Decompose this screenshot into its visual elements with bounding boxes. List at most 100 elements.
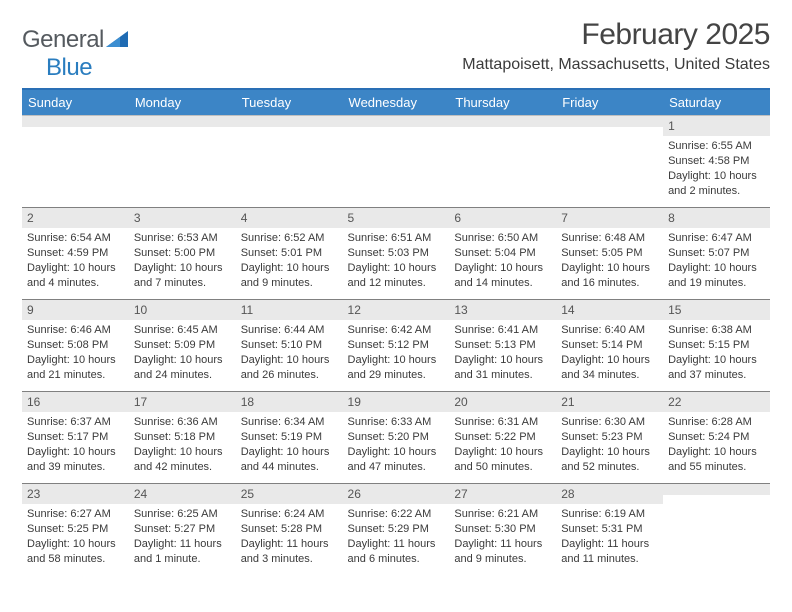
logo-triangle-icon [106,31,128,47]
location-text: Mattapoisett, Massachusetts, United Stat… [462,56,770,74]
day-number [22,115,129,127]
calendar-empty-cell [556,115,663,207]
day-detail-line: Sunset: 5:09 PM [134,338,231,353]
calendar-day-cell: 2Sunrise: 6:54 AMSunset: 4:59 PMDaylight… [22,207,129,299]
day-details: Sunrise: 6:36 AMSunset: 5:18 PMDaylight:… [129,412,236,476]
day-detail-line: Sunrise: 6:41 AM [454,323,551,338]
day-detail-line: Sunset: 5:24 PM [668,430,765,445]
day-detail-line: Daylight: 10 hours and 31 minutes. [454,353,551,383]
day-detail-line: Daylight: 11 hours and 9 minutes. [454,537,551,567]
day-header: Saturday [663,89,770,115]
day-details: Sunrise: 6:51 AMSunset: 5:03 PMDaylight:… [343,228,450,292]
day-number: 28 [556,483,663,504]
day-detail-line: Sunrise: 6:19 AM [561,507,658,522]
day-detail-line: Sunset: 5:08 PM [27,338,124,353]
day-detail-line: Sunset: 5:18 PM [134,430,231,445]
day-detail-line: Daylight: 10 hours and 12 minutes. [348,261,445,291]
calendar-empty-cell [22,115,129,207]
logo-word-general: General [22,26,104,53]
day-detail-line: Daylight: 10 hours and 16 minutes. [561,261,658,291]
day-detail-line: Daylight: 10 hours and 39 minutes. [27,445,124,475]
logo-word-blue: Blue [22,54,92,81]
calendar-head: SundayMondayTuesdayWednesdayThursdayFrid… [22,89,770,115]
day-details: Sunrise: 6:34 AMSunset: 5:19 PMDaylight:… [236,412,343,476]
day-number: 24 [129,483,236,504]
day-detail-line: Sunrise: 6:31 AM [454,415,551,430]
day-detail-line: Sunrise: 6:36 AM [134,415,231,430]
day-detail-line: Sunset: 5:30 PM [454,522,551,537]
day-detail-line: Sunrise: 6:22 AM [348,507,445,522]
day-detail-line: Daylight: 10 hours and 34 minutes. [561,353,658,383]
day-detail-line: Daylight: 10 hours and 7 minutes. [134,261,231,291]
day-detail-line: Sunset: 5:01 PM [241,246,338,261]
calendar-day-cell: 27 Sunrise: 6:21 AMSunset: 5:30 PMDayligh… [449,483,556,575]
day-detail-line: Sunset: 5:31 PM [561,522,658,537]
day-detail-line: Sunrise: 6:24 AM [241,507,338,522]
day-detail-line: Sunset: 5:20 PM [348,430,445,445]
page-header: General Blue February 2025 Mattapoisett,… [22,18,770,82]
day-detail-line: Sunset: 5:15 PM [668,338,765,353]
day-number: 22 [663,391,770,412]
day-detail-line: Sunrise: 6:25 AM [134,507,231,522]
day-detail-line: Sunset: 5:14 PM [561,338,658,353]
day-number: 19 [343,391,450,412]
day-number: 7 [556,207,663,228]
day-detail-line: Daylight: 11 hours and 11 minutes. [561,537,658,567]
day-detail-line: Sunrise: 6:45 AM [134,323,231,338]
day-detail-line: Sunrise: 6:50 AM [454,231,551,246]
day-detail-line: Sunrise: 6:53 AM [134,231,231,246]
day-detail-line: Sunrise: 6:42 AM [348,323,445,338]
day-detail-line: Sunrise: 6:54 AM [27,231,124,246]
day-detail-line: Daylight: 10 hours and 55 minutes. [668,445,765,475]
day-detail-line: Sunset: 5:07 PM [668,246,765,261]
calendar-day-cell: 13Sunrise: 6:41 AMSunset: 5:13 PMDayligh… [449,299,556,391]
day-detail-line: Daylight: 10 hours and 42 minutes. [134,445,231,475]
day-detail-line: Sunset: 5:28 PM [241,522,338,537]
day-number: 1 [663,115,770,136]
day-header: Sunday [22,89,129,115]
day-detail-line: Sunrise: 6:46 AM [27,323,124,338]
day-detail-line: Daylight: 10 hours and 44 minutes. [241,445,338,475]
day-detail-line: Daylight: 10 hours and 9 minutes. [241,261,338,291]
calendar-day-cell: 19Sunrise: 6:33 AMSunset: 5:20 PMDayligh… [343,391,450,483]
day-details: Sunrise: 6:46 AMSunset: 5:08 PMDaylight:… [22,320,129,384]
day-detail-line: Sunrise: 6:27 AM [27,507,124,522]
day-detail-line: Sunset: 5:19 PM [241,430,338,445]
calendar-day-cell: 20Sunrise: 6:31 AMSunset: 5:22 PMDayligh… [449,391,556,483]
day-detail-line: Daylight: 10 hours and 50 minutes. [454,445,551,475]
day-number: 9 [22,299,129,320]
day-number: 27 [449,483,556,504]
calendar-body: 1Sunrise: 6:55 AMSunset: 4:58 PMDaylight… [22,115,770,575]
calendar-day-cell: 11Sunrise: 6:44 AMSunset: 5:10 PMDayligh… [236,299,343,391]
day-detail-line: Daylight: 10 hours and 37 minutes. [668,353,765,383]
day-detail-line: Sunset: 5:03 PM [348,246,445,261]
day-details: Sunrise: 6:45 AMSunset: 5:09 PMDaylight:… [129,320,236,384]
day-detail-line: Sunset: 5:17 PM [27,430,124,445]
day-detail-line: Sunrise: 6:40 AM [561,323,658,338]
day-number [663,483,770,495]
day-detail-line: Daylight: 10 hours and 58 minutes. [27,537,124,567]
day-header: Wednesday [343,89,450,115]
day-detail-line: Sunrise: 6:21 AM [454,507,551,522]
day-details: Sunrise: 6:19 AMSunset: 5:31 PMDaylight:… [556,504,663,568]
day-number: 5 [343,207,450,228]
calendar-day-cell: 3Sunrise: 6:53 AMSunset: 5:00 PMDaylight… [129,207,236,299]
day-detail-line: Sunrise: 6:33 AM [348,415,445,430]
day-details: Sunrise: 6:50 AMSunset: 5:04 PMDaylight:… [449,228,556,292]
calendar-day-cell: 28Sunrise: 6:19 AMSunset: 5:31 PMDayligh… [556,483,663,575]
calendar-week-row: 9Sunrise: 6:46 AMSunset: 5:08 PMDaylight… [22,299,770,391]
day-details: Sunrise: 6:55 AMSunset: 4:58 PMDaylight:… [663,136,770,200]
calendar-day-cell: 5Sunrise: 6:51 AMSunset: 5:03 PMDaylight… [343,207,450,299]
calendar-day-cell: 22Sunrise: 6:28 AMSunset: 5:24 PMDayligh… [663,391,770,483]
calendar-week-row: 23Sunrise: 6:27 AMSunset: 5:25 PMDayligh… [22,483,770,575]
day-number: 26 [343,483,450,504]
day-header: Tuesday [236,89,343,115]
calendar-day-cell: 18Sunrise: 6:34 AMSunset: 5:19 PMDayligh… [236,391,343,483]
day-number: 17 [129,391,236,412]
calendar-empty-cell [236,115,343,207]
calendar-day-cell: 6Sunrise: 6:50 AMSunset: 5:04 PMDaylight… [449,207,556,299]
calendar-day-cell: 21Sunrise: 6:30 AMSunset: 5:23 PMDayligh… [556,391,663,483]
calendar-day-cell: 9Sunrise: 6:46 AMSunset: 5:08 PMDaylight… [22,299,129,391]
day-detail-line: Sunset: 5:27 PM [134,522,231,537]
calendar-day-cell: 26Sunrise: 6:22 AMSunset: 5:29 PMDayligh… [343,483,450,575]
